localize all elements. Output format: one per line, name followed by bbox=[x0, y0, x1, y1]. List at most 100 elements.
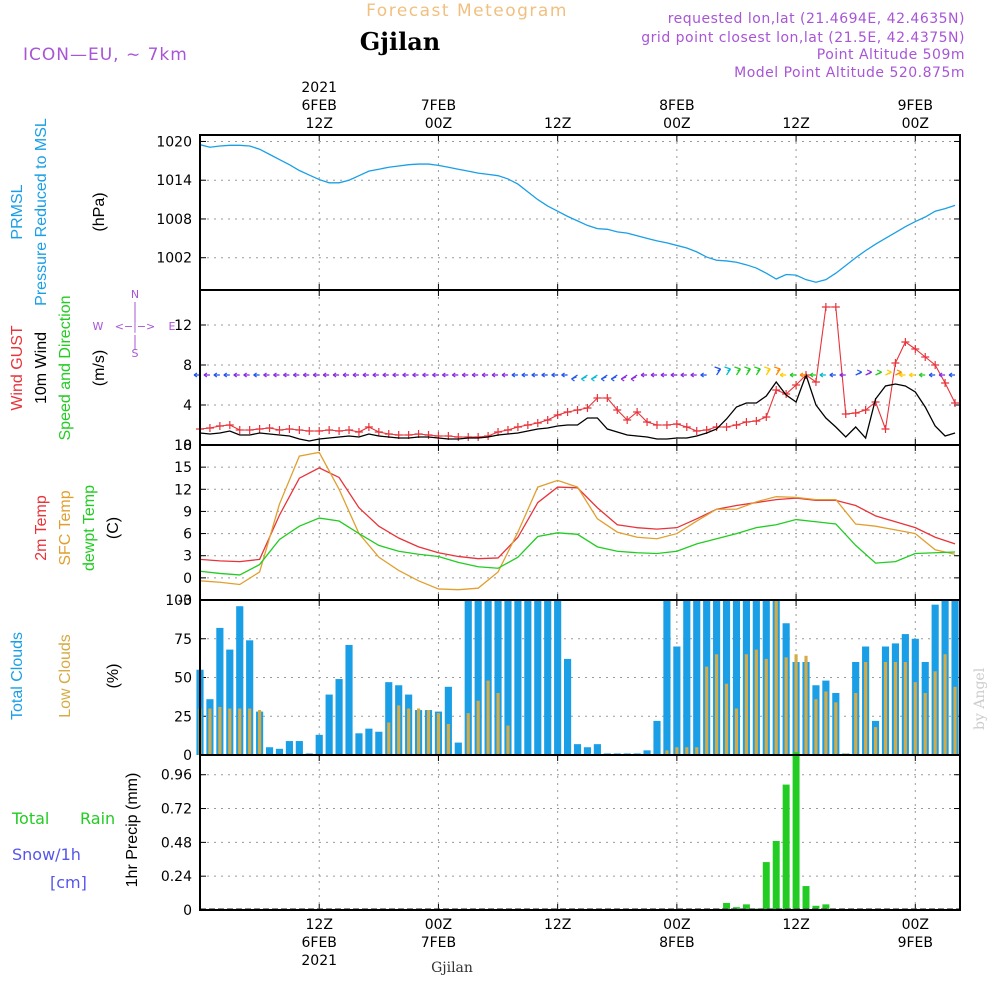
y-tick-label: 75 bbox=[174, 632, 192, 648]
dewpt-temp-line bbox=[199, 517, 956, 576]
wind-arrow-head bbox=[600, 376, 607, 382]
top-axis-label: 00Z bbox=[425, 116, 452, 132]
wind-arrow-head bbox=[938, 372, 943, 378]
wind-arrow-head bbox=[461, 372, 466, 378]
panel-frame bbox=[199, 134, 961, 291]
panel-frame bbox=[199, 754, 961, 911]
total-cloud-bar bbox=[454, 742, 462, 755]
cloud-low-label: Low Clouds bbox=[57, 634, 74, 718]
panel-frame bbox=[199, 289, 961, 446]
wind-arrow-head bbox=[481, 372, 486, 378]
wind-arrow-head bbox=[322, 372, 327, 378]
gust-marker bbox=[941, 379, 950, 387]
gust-marker bbox=[354, 428, 363, 436]
total-cloud-bar bbox=[564, 658, 572, 755]
wind-speed-dir-label: Speed and Direction bbox=[57, 296, 74, 441]
wind-arrow-head bbox=[412, 372, 416, 378]
y-tick-label: 0 bbox=[183, 438, 192, 454]
gust-marker bbox=[901, 338, 910, 346]
y-tick-label: 0.72 bbox=[161, 802, 192, 818]
wind-arrow-head bbox=[918, 372, 923, 378]
gust-marker bbox=[573, 406, 582, 414]
total-cloud-bar bbox=[216, 627, 224, 755]
wind-arrow-head bbox=[203, 372, 208, 378]
wind-arrow-head bbox=[541, 372, 546, 378]
gust-marker bbox=[245, 426, 254, 434]
gust-marker bbox=[374, 428, 383, 436]
gust-marker bbox=[215, 422, 224, 430]
gust-marker bbox=[593, 394, 602, 402]
gust-marker bbox=[831, 303, 840, 311]
total-cloud-bar bbox=[732, 600, 741, 755]
wind-arrow-head bbox=[779, 372, 784, 378]
bottom-axis-label: 6FEB bbox=[302, 935, 337, 951]
sfc-temp-line bbox=[199, 451, 956, 591]
temp-2m-label: 2m Temp bbox=[33, 495, 50, 561]
y-tick-label: 9 bbox=[183, 504, 192, 520]
wind-arrow-head bbox=[819, 372, 824, 378]
rain-bar bbox=[802, 886, 810, 910]
y-tick-label: 12 bbox=[174, 482, 192, 498]
wind-arrow-head bbox=[908, 372, 913, 378]
total-cloud-bar bbox=[484, 600, 492, 755]
y-tick-label: 0 bbox=[183, 571, 192, 587]
compass-s: S bbox=[132, 347, 139, 360]
gust-marker bbox=[563, 408, 572, 416]
low-cloud-bar bbox=[883, 662, 888, 755]
total-cloud-bar bbox=[345, 644, 353, 755]
wind-arrow-head bbox=[744, 366, 751, 372]
wind-arrow-head bbox=[948, 372, 953, 378]
y-tick-label: 1002 bbox=[156, 251, 192, 267]
wind-arrow-head bbox=[422, 372, 426, 378]
wind-arrow-head bbox=[670, 372, 675, 378]
low-cloud-bar bbox=[228, 708, 232, 755]
total-cloud-bar bbox=[444, 686, 452, 755]
top-axis-label: 00Z bbox=[902, 116, 929, 132]
wind-arrow-head bbox=[491, 372, 496, 378]
y-tick-label: 0.48 bbox=[161, 835, 192, 851]
low-cloud-bar bbox=[784, 657, 788, 755]
low-cloud-bar bbox=[864, 662, 868, 755]
total-cloud-bar bbox=[226, 649, 234, 755]
top-axis-label: 00Z bbox=[663, 116, 690, 132]
wind-arrow-head bbox=[293, 372, 297, 378]
wind-group bbox=[193, 303, 960, 442]
gust-marker bbox=[533, 419, 542, 427]
low-cloud-bar bbox=[486, 680, 490, 755]
wind-arrow-head bbox=[392, 372, 397, 378]
wind-arrow-head bbox=[362, 372, 367, 378]
wind-arrow-head bbox=[243, 372, 248, 378]
wind-arrow-head bbox=[332, 372, 337, 378]
gust-marker bbox=[692, 427, 701, 435]
low-cloud-bar bbox=[854, 693, 858, 755]
low-cloud-bar bbox=[476, 700, 480, 755]
gust-marker bbox=[603, 394, 612, 402]
total-cloud-bar bbox=[504, 600, 512, 755]
wind-arrow-head bbox=[442, 372, 446, 378]
wind-arrow-head bbox=[253, 372, 257, 378]
total-cloud-bar bbox=[335, 679, 343, 755]
gust-marker bbox=[722, 423, 731, 431]
low-cloud-bar bbox=[913, 682, 917, 755]
temp-unit: (C) bbox=[105, 517, 122, 539]
wind-arrow-head bbox=[809, 372, 814, 378]
location-title: Gjilan bbox=[360, 27, 440, 56]
compass-we-arrow: <−|−> bbox=[115, 320, 156, 333]
rain-bar bbox=[742, 904, 750, 910]
low-cloud-bar bbox=[903, 662, 907, 755]
total-cloud-bar bbox=[494, 600, 502, 755]
bottom-axis-label: 00Z bbox=[902, 917, 929, 933]
y-tick-label: 50 bbox=[174, 671, 192, 687]
low-cloud-bar bbox=[943, 654, 947, 755]
total-cloud-bar bbox=[514, 600, 522, 755]
y-tick-label: 8 bbox=[183, 358, 192, 374]
wind-arrow-head bbox=[899, 372, 903, 378]
gust-marker bbox=[454, 433, 463, 441]
low-cloud-bar bbox=[824, 691, 828, 755]
pressure-title-a: PRMSL bbox=[9, 184, 26, 239]
gust-marker bbox=[285, 425, 294, 433]
y-tick-label: 0 bbox=[183, 748, 192, 764]
rain-bar bbox=[762, 862, 770, 910]
gust-marker bbox=[931, 361, 940, 369]
gust-marker bbox=[841, 410, 850, 418]
